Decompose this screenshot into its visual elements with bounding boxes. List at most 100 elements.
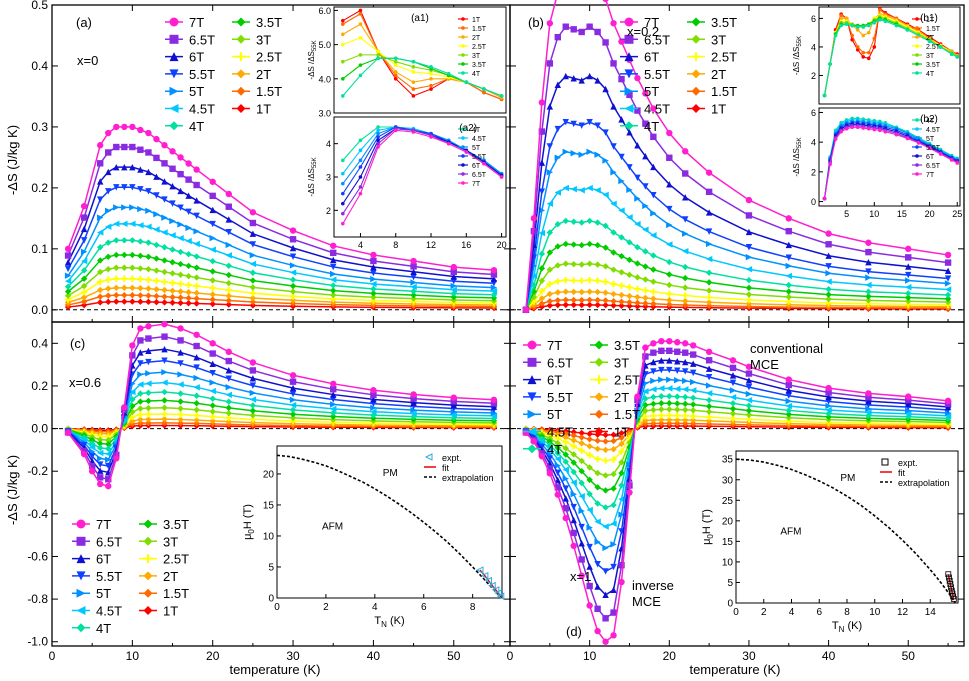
data-point-4T xyxy=(666,393,673,400)
legend-marker-1.5T xyxy=(236,86,246,96)
phase-y-tick-label: 5 xyxy=(268,562,274,573)
data-point-5.5T xyxy=(121,184,128,191)
data-point-2.5T xyxy=(578,277,585,284)
legend-label-6.5T: 6.5T xyxy=(96,534,122,549)
data-point-5.5T xyxy=(185,208,192,215)
phase-y-tick-label: 35 xyxy=(722,455,734,466)
data-point-2.5T xyxy=(570,442,577,450)
phase-x-label-unit: (K) xyxy=(844,620,862,632)
data-point-1T xyxy=(121,298,128,305)
data-point-2.5T xyxy=(193,282,200,290)
data-point-2.5T xyxy=(642,413,649,420)
data-point-6.5T xyxy=(177,170,184,178)
data-point-4T xyxy=(169,246,176,253)
data-point-3T xyxy=(642,276,649,283)
inset-series-4T xyxy=(342,57,502,97)
data-point-3T xyxy=(225,410,232,417)
legend-label-5T: 5T xyxy=(547,407,562,422)
inset-x-tick-label: 16 xyxy=(461,240,471,250)
data-point-5T xyxy=(682,377,689,385)
data-point-5.5T xyxy=(97,461,104,468)
data-point-3T xyxy=(209,277,216,284)
data-point-1T xyxy=(546,302,554,309)
inset-point-7T xyxy=(376,145,380,149)
data-point-4.5T xyxy=(161,379,168,386)
legend-marker-4.5T xyxy=(76,606,86,615)
data-point-7T xyxy=(745,196,753,204)
data-point-4T xyxy=(145,239,152,246)
inset-legend-label: 4T xyxy=(472,71,481,78)
y-tick-label: 0.4 xyxy=(31,59,48,73)
data-point-4T xyxy=(249,402,257,409)
inset-legend-label: 4T xyxy=(926,71,935,78)
data-point-2T xyxy=(80,294,88,301)
data-point-3.5T xyxy=(450,293,457,301)
inset-point-1T xyxy=(358,8,363,13)
data-point-1T xyxy=(225,301,232,308)
inset-point-4T xyxy=(955,55,960,59)
data-point-3T xyxy=(97,268,104,276)
legend-marker-4.5T xyxy=(624,104,634,113)
data-point-5T xyxy=(177,221,184,228)
inset-y-label: -ΔS /ΔS55K xyxy=(792,137,803,176)
phase-x-tick-label: 2 xyxy=(323,602,329,613)
data-point-4.5T xyxy=(785,272,792,280)
legend-label-3.5T: 3.5T xyxy=(614,338,640,353)
data-point-3T xyxy=(97,436,104,443)
inset-legend-marker xyxy=(461,44,465,48)
data-point-7T xyxy=(650,340,657,347)
inset-legend-marker xyxy=(461,136,465,140)
data-point-6.5T xyxy=(225,203,232,210)
inset-series-7T xyxy=(342,129,502,224)
data-point-3T xyxy=(705,408,713,415)
inset-point-1T xyxy=(855,47,860,52)
data-point-1.5T xyxy=(113,291,120,299)
series-line-3T xyxy=(67,406,494,441)
data-point-7T xyxy=(705,169,713,176)
data-point-5.5T xyxy=(153,192,160,199)
data-point-6.5T xyxy=(145,335,152,342)
data-point-4T xyxy=(825,410,832,417)
data-point-6.5T xyxy=(105,476,112,483)
inset-legend-marker xyxy=(915,172,919,176)
expt-point xyxy=(945,571,952,578)
data-point-7T xyxy=(209,178,216,185)
data-point-3.5T xyxy=(538,265,546,272)
data-point-7T xyxy=(113,455,120,462)
inset-legend-marker xyxy=(915,154,919,158)
data-point-2.5T xyxy=(562,276,569,284)
inset-point-1T xyxy=(411,94,416,98)
data-point-6.5T xyxy=(64,252,72,259)
data-point-5.5T xyxy=(289,390,297,398)
legend-marker-3T xyxy=(594,357,604,367)
inset-legend-label: 2T xyxy=(926,35,935,42)
phase-x-tick-label: 0 xyxy=(733,607,739,618)
inset-label: (a1) xyxy=(411,13,429,24)
data-point-1.5T xyxy=(689,420,697,427)
data-point-2T xyxy=(185,289,192,296)
data-point-2T xyxy=(626,292,633,300)
data-point-3T xyxy=(570,451,577,458)
data-point-5T xyxy=(546,169,554,176)
data-point-4.5T xyxy=(682,247,689,255)
data-point-3.5T xyxy=(642,263,649,270)
inset-point-4T xyxy=(883,19,888,24)
data-point-4.5T xyxy=(249,396,257,403)
data-point-2.5T xyxy=(594,455,601,463)
data-point-2T xyxy=(289,297,297,304)
legend-label-6T: 6T xyxy=(644,50,659,65)
data-point-3T xyxy=(137,265,144,272)
inset-legend-label: 6T xyxy=(472,163,481,170)
data-point-4.5T xyxy=(153,226,160,233)
data-point-5T xyxy=(161,368,168,376)
series-line-7T xyxy=(525,340,949,643)
inset-point-4T xyxy=(376,56,380,61)
data-point-6T xyxy=(450,401,457,409)
inset-point-4.5T xyxy=(358,148,363,153)
data-point-4.5T xyxy=(490,412,498,420)
data-point-4.5T xyxy=(88,444,96,451)
data-point-6.5T xyxy=(249,367,257,374)
data-point-2T xyxy=(650,295,657,302)
data-point-7T xyxy=(129,342,136,349)
x-tick-label: 30 xyxy=(742,649,756,663)
